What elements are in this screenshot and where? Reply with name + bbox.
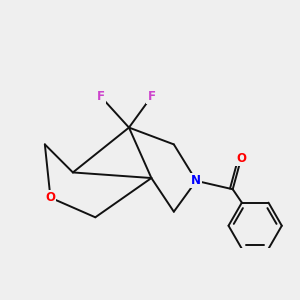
- Text: N: N: [191, 174, 201, 187]
- Text: F: F: [147, 90, 155, 103]
- Text: O: O: [236, 152, 246, 165]
- Text: O: O: [45, 191, 56, 204]
- Text: F: F: [97, 90, 105, 103]
